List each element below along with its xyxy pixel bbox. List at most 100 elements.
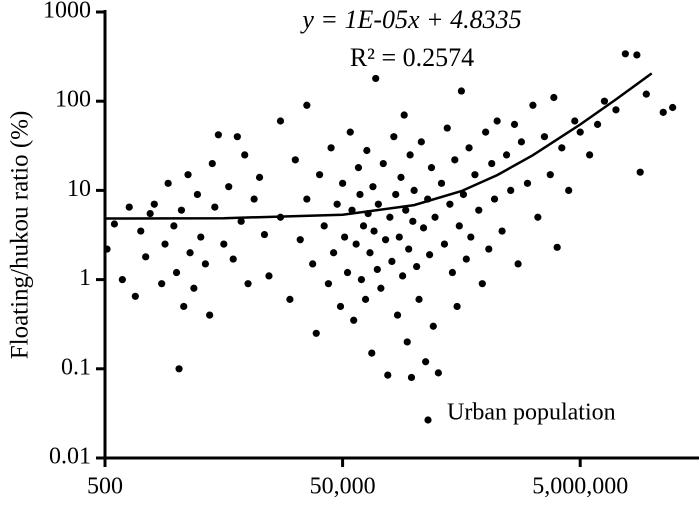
point <box>517 138 526 146</box>
point <box>373 265 381 274</box>
point <box>370 227 378 235</box>
point <box>190 284 198 292</box>
point <box>529 101 537 109</box>
point <box>415 295 423 303</box>
point <box>381 236 390 244</box>
point <box>422 358 430 366</box>
point <box>244 280 252 288</box>
point <box>161 240 169 248</box>
y-tick-label: 0.01 <box>49 444 91 470</box>
point <box>186 249 194 257</box>
point <box>586 151 594 159</box>
point <box>405 245 413 253</box>
point <box>443 124 451 132</box>
point <box>451 156 459 164</box>
point <box>361 295 370 303</box>
point <box>286 295 294 303</box>
point <box>352 240 360 248</box>
point <box>417 138 425 146</box>
point <box>402 206 410 214</box>
x-tick-label: 50,000 <box>310 474 376 500</box>
point <box>448 268 457 277</box>
point <box>339 179 347 187</box>
point <box>406 151 414 159</box>
point <box>636 168 644 176</box>
point <box>265 272 273 280</box>
point <box>164 179 172 187</box>
point <box>514 260 522 268</box>
point <box>409 217 417 225</box>
point <box>348 206 356 214</box>
point <box>150 200 158 208</box>
point <box>510 120 519 128</box>
point <box>550 93 558 102</box>
point <box>229 255 237 263</box>
point <box>220 240 228 248</box>
point <box>343 268 352 277</box>
point <box>493 117 501 125</box>
point <box>446 200 454 208</box>
point <box>131 292 139 300</box>
point <box>465 144 473 152</box>
point <box>177 206 186 214</box>
point <box>372 74 380 83</box>
point <box>523 179 532 187</box>
point <box>462 255 470 263</box>
point <box>534 213 542 221</box>
point <box>392 190 400 199</box>
point <box>642 90 650 98</box>
point <box>110 220 119 228</box>
point <box>400 111 408 119</box>
point <box>498 227 506 235</box>
point <box>453 302 461 311</box>
y-tick-label: 1000 <box>43 0 91 24</box>
point <box>315 171 324 179</box>
point <box>359 222 368 230</box>
point <box>180 302 188 311</box>
point <box>346 128 354 136</box>
point <box>507 186 515 194</box>
point <box>427 164 436 172</box>
point <box>303 195 311 203</box>
point <box>309 260 317 268</box>
point <box>377 284 385 292</box>
point <box>455 222 463 230</box>
point <box>356 190 364 199</box>
point <box>502 151 511 159</box>
legend-label: Urban population <box>447 400 616 426</box>
point <box>576 128 584 136</box>
point <box>558 144 566 152</box>
point <box>488 159 496 168</box>
point <box>410 186 418 194</box>
y-tick-label: 1 <box>79 265 91 291</box>
point <box>170 222 178 230</box>
point <box>357 276 366 284</box>
point <box>407 373 416 382</box>
point <box>459 190 468 199</box>
point <box>478 280 486 288</box>
point <box>429 322 437 330</box>
point <box>312 329 320 337</box>
point <box>291 156 299 164</box>
point <box>467 233 475 241</box>
point <box>388 257 396 265</box>
point <box>621 50 629 58</box>
point <box>403 338 411 346</box>
y-tick-label: 10 <box>67 176 91 202</box>
point <box>553 243 561 251</box>
point <box>175 365 183 373</box>
point <box>211 203 219 211</box>
point <box>327 144 335 152</box>
point <box>457 87 465 95</box>
point <box>669 103 677 112</box>
point <box>659 108 667 116</box>
point <box>485 245 493 253</box>
point <box>225 183 233 191</box>
point <box>197 233 205 241</box>
point <box>419 224 428 232</box>
point <box>255 173 264 181</box>
point <box>390 133 398 141</box>
point <box>440 240 449 248</box>
point <box>260 230 269 239</box>
point <box>125 203 133 211</box>
